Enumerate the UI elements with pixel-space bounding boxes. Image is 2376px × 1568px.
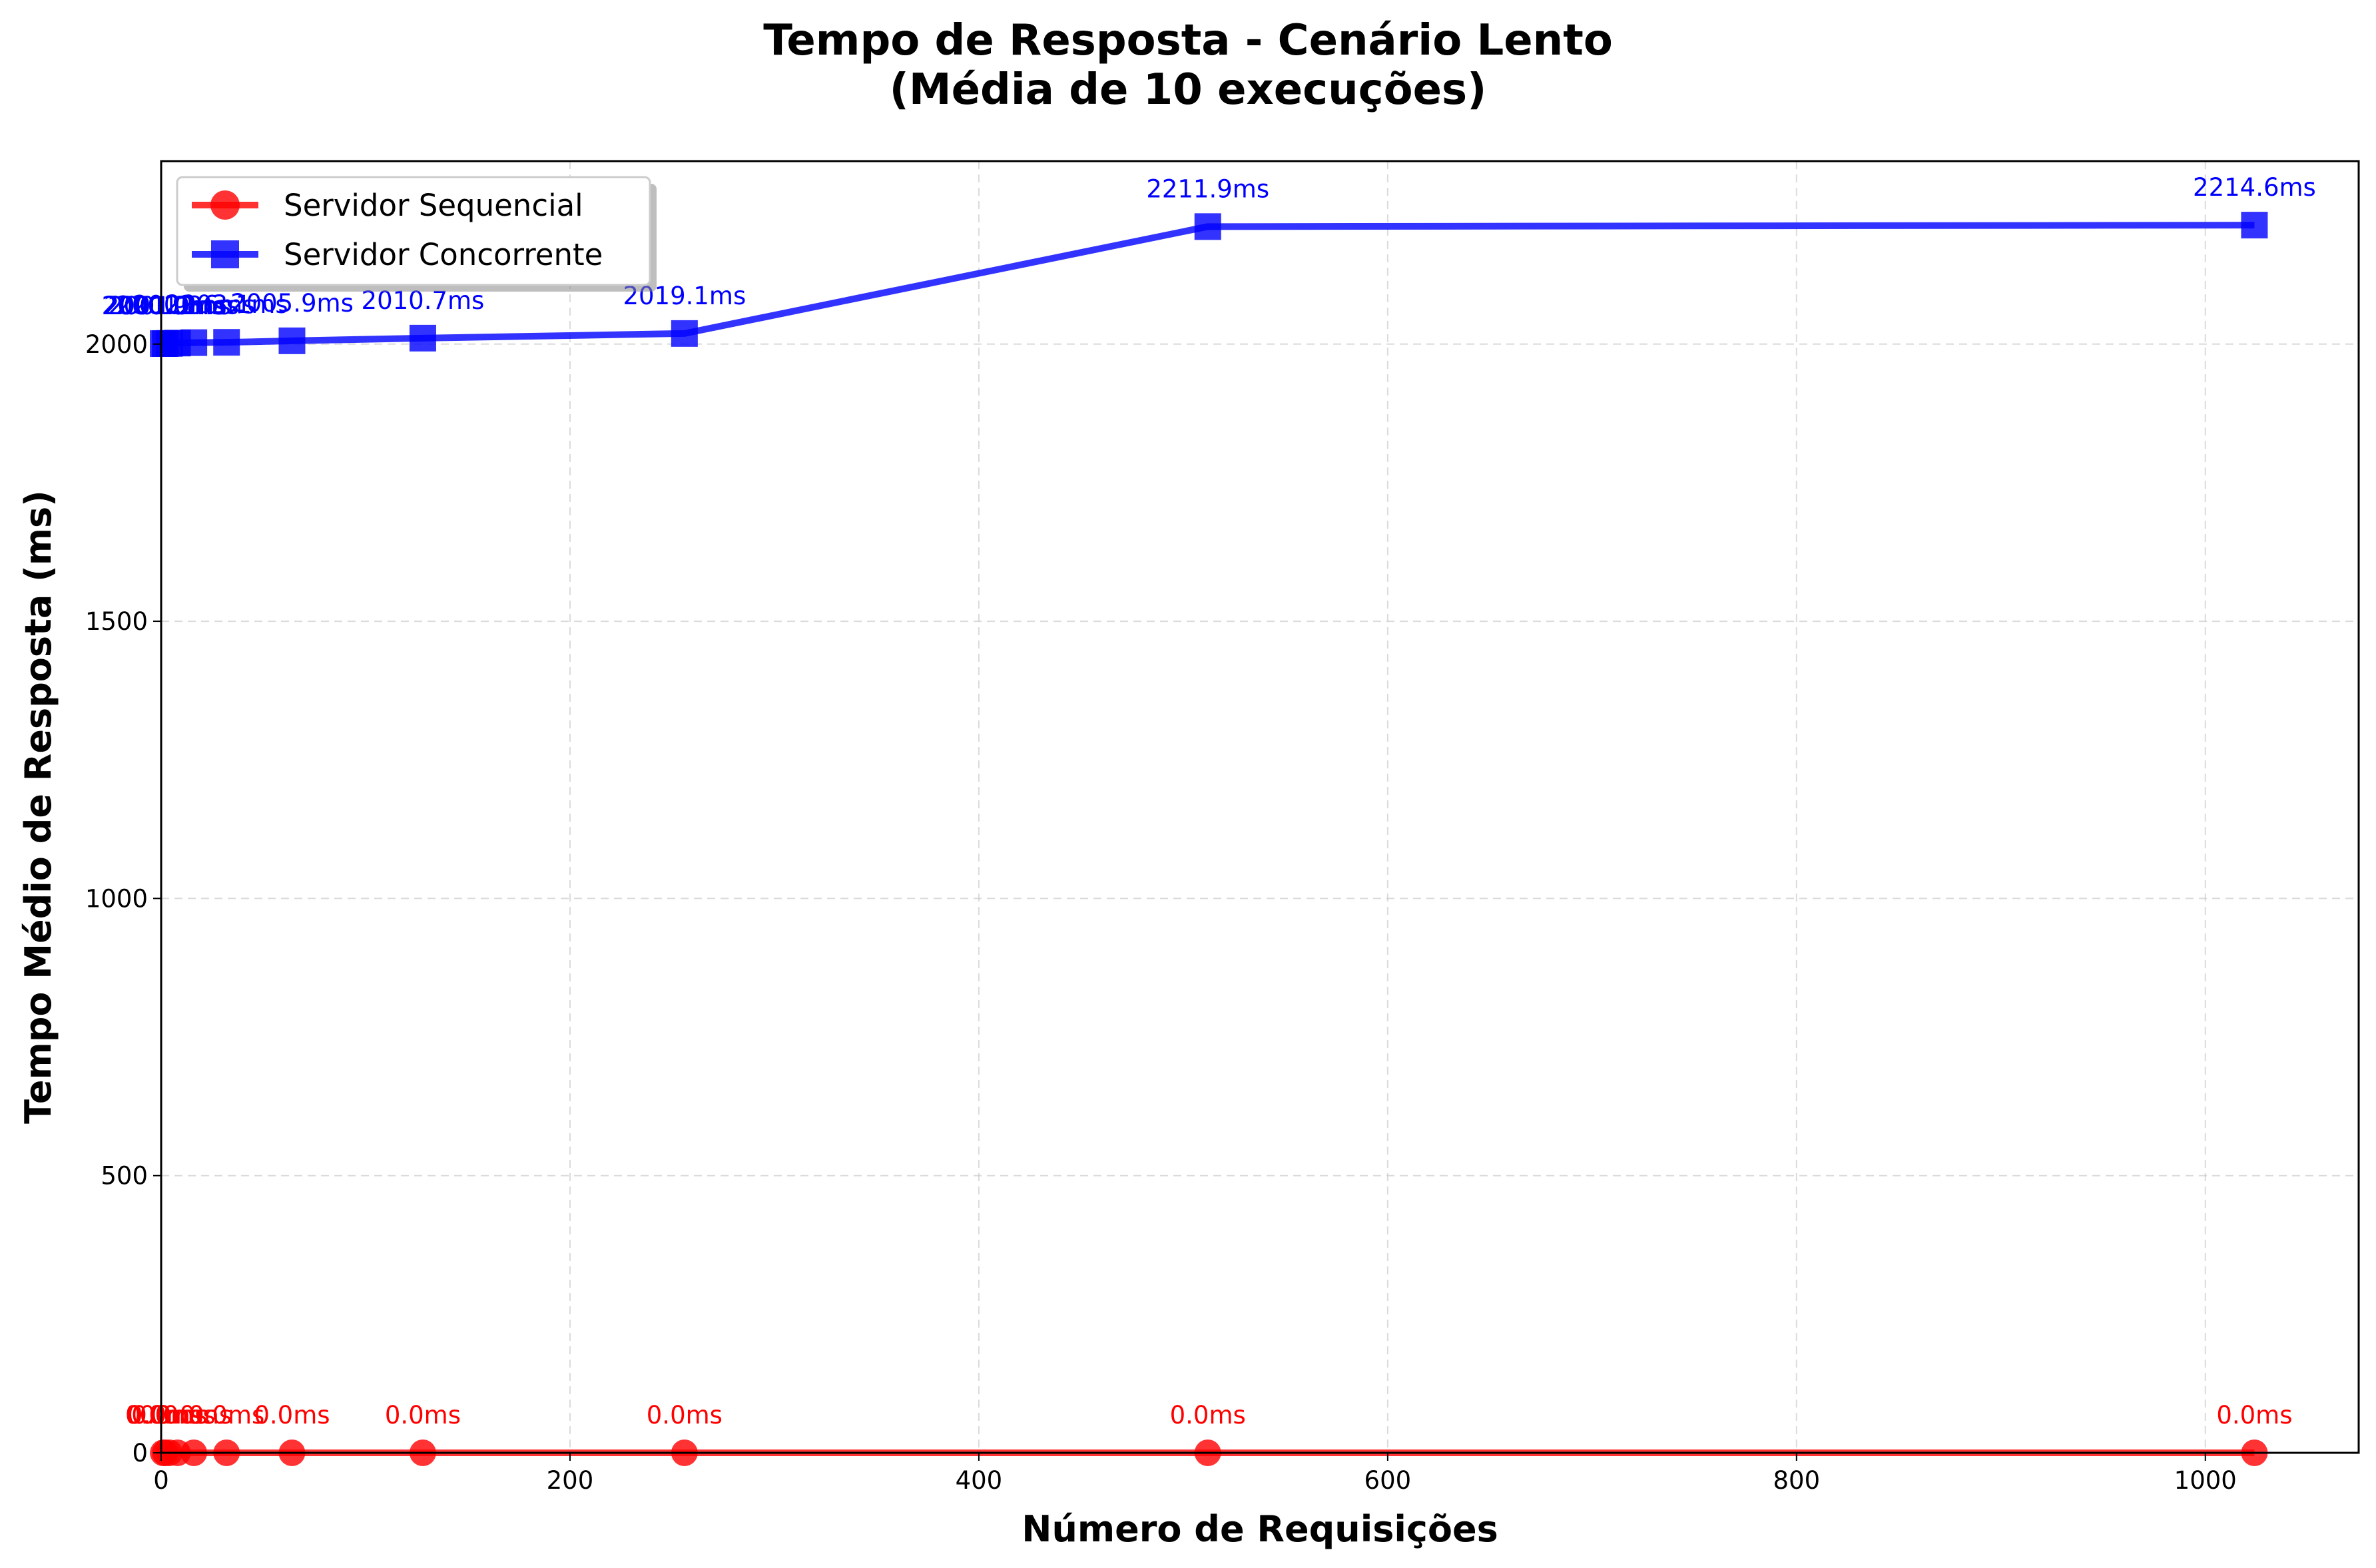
data-point-label: 0.0ms [254,1401,330,1430]
legend-box [176,176,651,286]
x-tick-label: 1000 [2174,1466,2237,1495]
x-tick-label: 400 [956,1466,1003,1495]
x-axis-label: Número de Requisições [1022,1508,1498,1550]
legend-label-sequencial: Servidor Sequencial [284,188,583,223]
y-tick-label: 2000 [85,330,148,359]
x-tick-label: 800 [1773,1466,1821,1495]
data-point-label: 0.0ms [188,1401,264,1430]
data-point-marker [671,320,698,347]
y-tick-label: 1000 [85,884,148,913]
data-point-label: 2003.1ms [165,290,288,319]
y-axis-label: Tempo Médio de Resposta (ms) [17,490,59,1124]
data-point-marker [278,327,306,354]
data-point-label: 2001.8ms [116,291,239,320]
data-point-marker [2241,212,2268,239]
legend-marker-sequencial [210,190,240,220]
x-tick-label: 0 [153,1466,169,1495]
data-point-label: 0.0ms [125,1401,201,1430]
data-point-label: 2211.9ms [1146,174,1269,203]
data-point-label: 0.0ms [1170,1401,1246,1430]
data-point-marker [1194,213,1221,240]
legend-marker-concorrente [211,240,239,268]
data-point-label: 0.0ms [156,1401,232,1430]
data-point-label: 0.0ms [139,1401,215,1430]
data-point-label: 0.0ms [2216,1401,2292,1430]
data-point-label: 2001.0ms [104,292,227,320]
data-point-label: 0.0ms [131,1401,207,1430]
data-point-label: 2005.9ms [230,289,354,318]
legend: Servidor Sequencial Servidor Concorrente [176,176,657,292]
chart-title: Tempo de Resposta - Cenário Lento [763,16,1613,65]
y-tick-label: 0 [132,1439,148,1467]
data-point-label: 0.0ms [385,1401,461,1430]
plot-frame [160,160,2360,1454]
chart-subtitle: (Média de 10 execuções) [890,65,1487,115]
x-tick-label: 600 [1364,1466,1412,1495]
legend-label-concorrente: Servidor Concorrente [284,237,603,272]
data-point-label: 2000.9ms [102,292,225,320]
data-point-label: 2001.2ms [108,292,231,320]
data-point-label: 2002.6ms [133,291,256,320]
data-point-marker [213,329,240,356]
x-tick-label: 200 [547,1466,594,1495]
data-point-label: 0.0ms [647,1401,723,1430]
data-point-marker [409,324,436,352]
axis-ticks: 0 200 400 600 800 1000 0 500 1000 1500 2000 [85,330,2237,1495]
y-tick-label: 1500 [85,607,148,636]
data-point-marker [180,329,208,356]
y-tick-label: 500 [101,1162,148,1190]
data-point-label: 2214.6ms [2193,173,2316,202]
data-point-label: 0.0ms [127,1401,203,1430]
